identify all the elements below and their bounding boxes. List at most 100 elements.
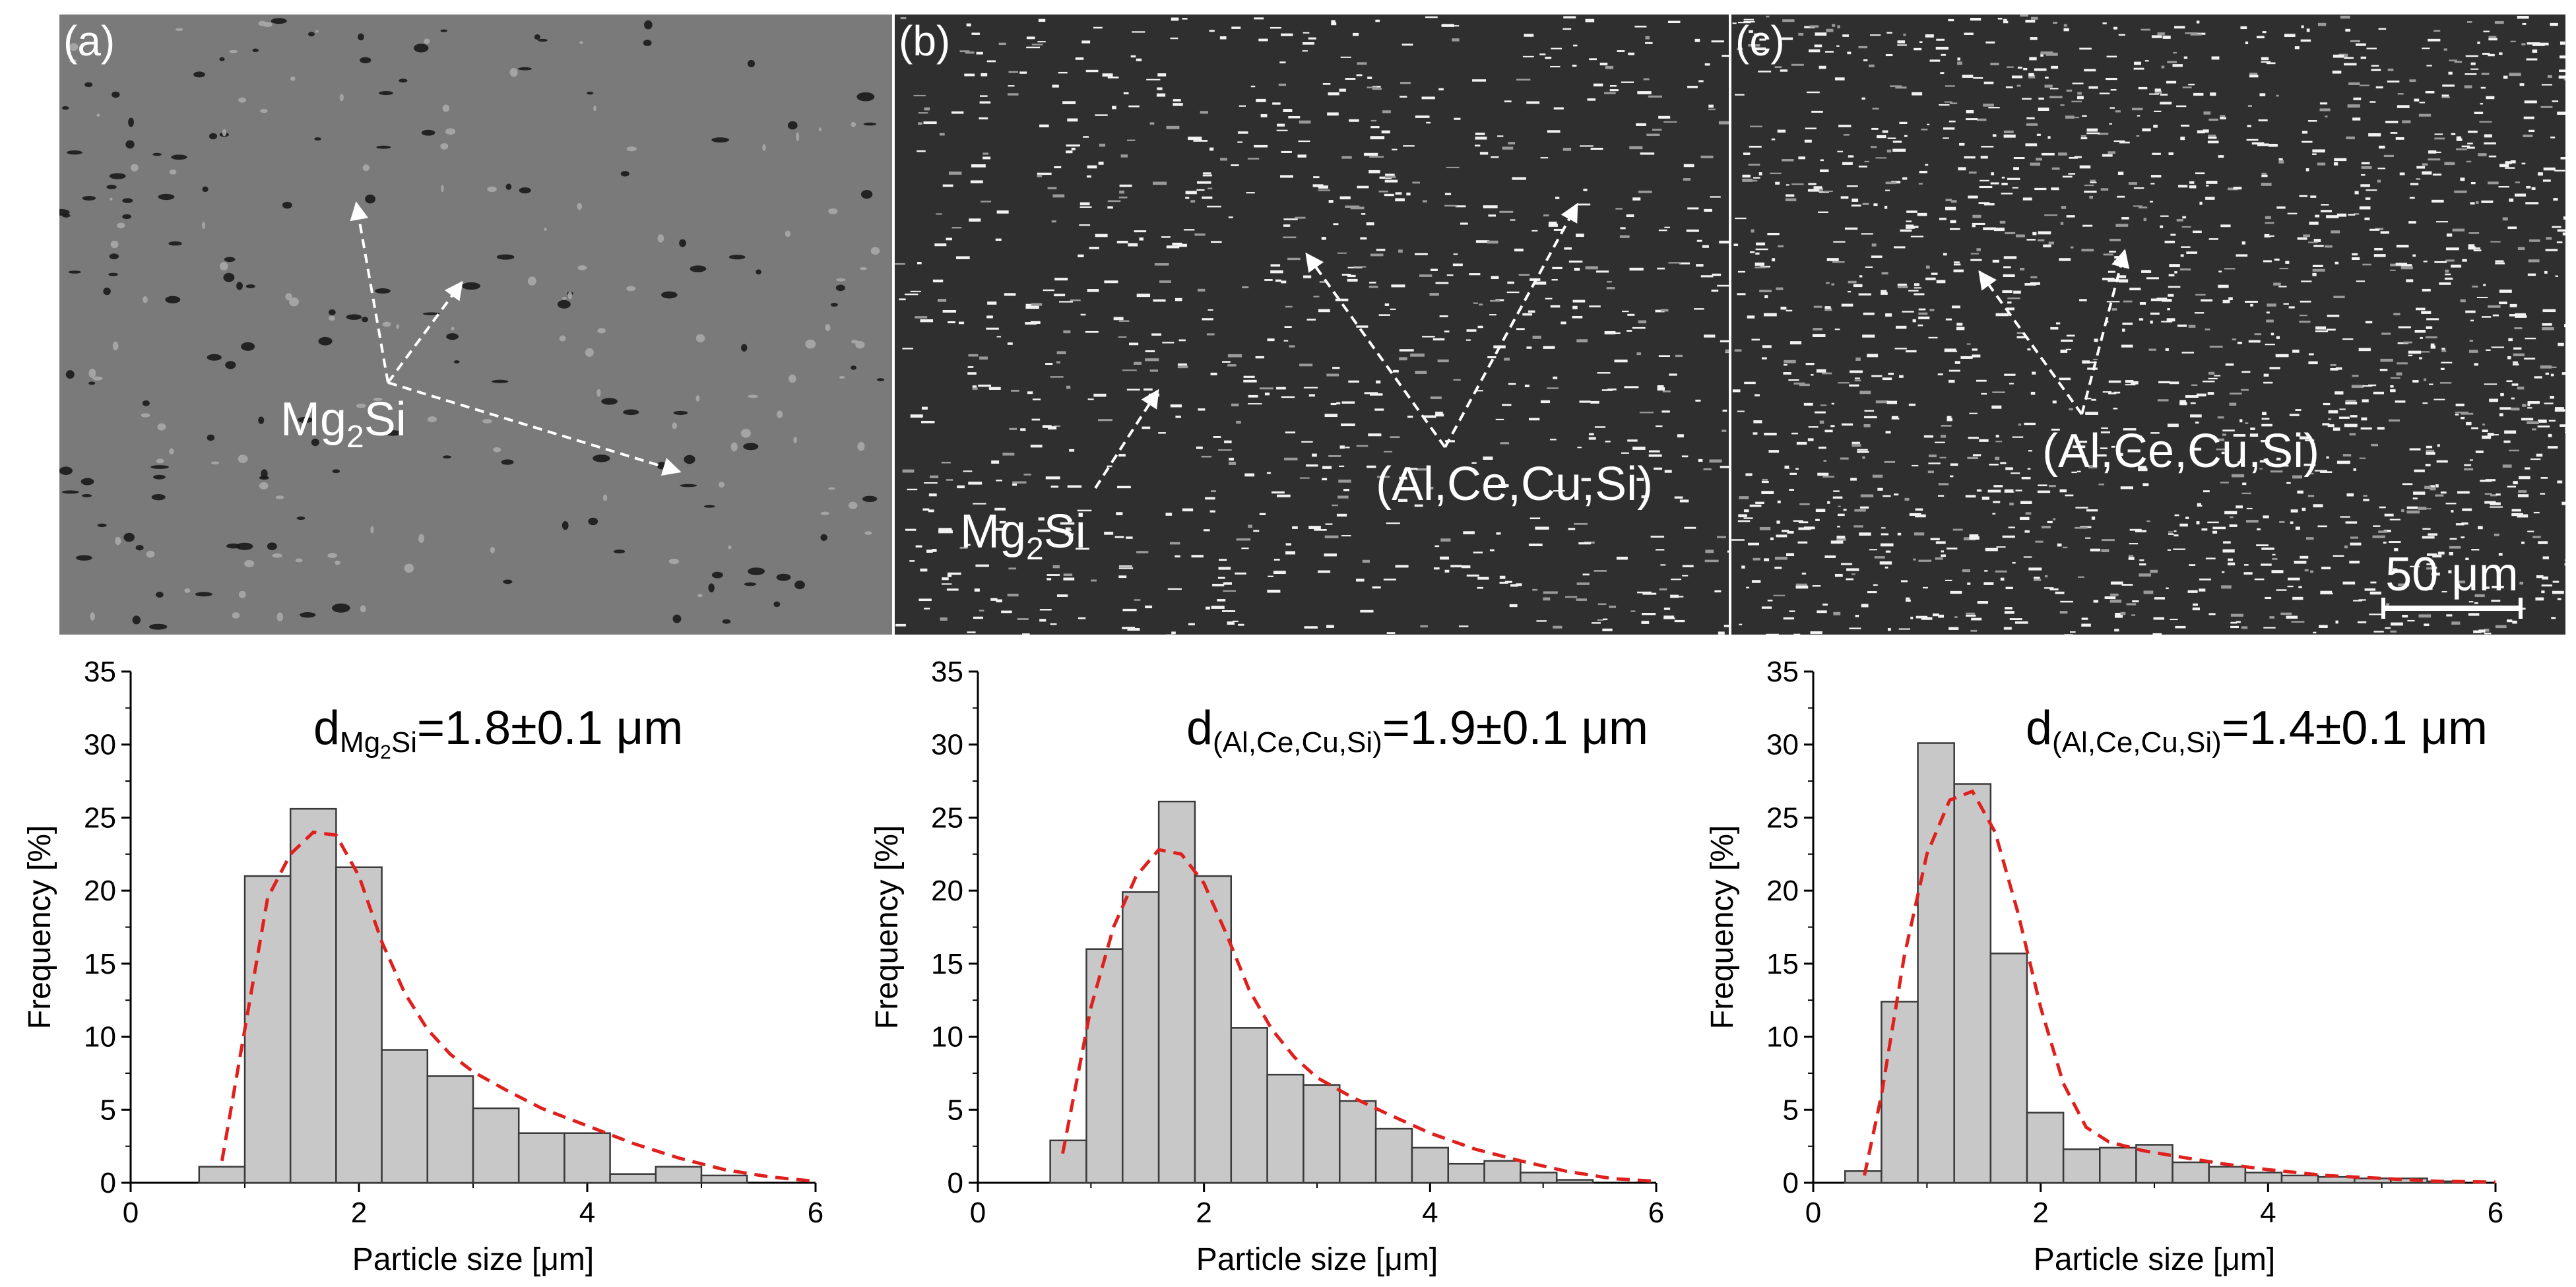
particle bbox=[1367, 465, 1376, 468]
particle bbox=[1202, 196, 1213, 199]
particle bbox=[2499, 407, 2511, 410]
particle bbox=[1185, 197, 1190, 199]
particle bbox=[1939, 456, 1947, 458]
particle bbox=[2249, 433, 2259, 437]
particle bbox=[1227, 354, 1242, 358]
particle bbox=[2484, 629, 2490, 632]
particle bbox=[2390, 377, 2400, 379]
particle bbox=[1855, 614, 1859, 617]
particle bbox=[1253, 530, 1260, 532]
particle bbox=[1720, 340, 1729, 342]
particle bbox=[2390, 132, 2398, 134]
particle bbox=[1755, 248, 1768, 251]
particle bbox=[773, 601, 781, 608]
particle bbox=[932, 279, 944, 283]
particle bbox=[1281, 150, 1292, 153]
particle bbox=[2011, 75, 2023, 78]
particle bbox=[1545, 298, 1553, 299]
particle bbox=[2174, 514, 2179, 517]
particle bbox=[1816, 369, 1826, 373]
particle bbox=[1770, 172, 1782, 175]
particle bbox=[1749, 145, 1762, 148]
particle bbox=[2027, 468, 2031, 470]
particle bbox=[1066, 385, 1071, 389]
particle bbox=[1995, 456, 2000, 460]
particle bbox=[2368, 133, 2381, 137]
particle bbox=[2313, 504, 2323, 508]
particle bbox=[1228, 216, 1233, 218]
particle bbox=[2396, 372, 2402, 376]
particle bbox=[2426, 449, 2435, 453]
particle bbox=[1882, 130, 1888, 133]
particle bbox=[2346, 493, 2354, 497]
particle bbox=[1324, 414, 1338, 418]
particle bbox=[2446, 247, 2459, 251]
particle bbox=[1372, 88, 1382, 90]
particle bbox=[1668, 262, 1681, 264]
particle bbox=[2055, 591, 2065, 594]
particle bbox=[2470, 62, 2476, 65]
particle bbox=[1910, 616, 1914, 619]
particle bbox=[2369, 613, 2382, 615]
particle bbox=[1453, 379, 1461, 381]
particle bbox=[2241, 389, 2249, 391]
particle bbox=[2004, 611, 2014, 614]
particle bbox=[2074, 156, 2082, 158]
particle bbox=[1858, 293, 1871, 296]
particle bbox=[1227, 621, 1235, 625]
particle bbox=[1299, 120, 1311, 124]
particle bbox=[2060, 222, 2064, 225]
particle bbox=[2424, 623, 2430, 626]
particle bbox=[1872, 474, 1883, 478]
particle bbox=[1031, 418, 1041, 421]
particle bbox=[1791, 432, 1798, 435]
particle bbox=[210, 461, 220, 465]
particle bbox=[1132, 31, 1145, 33]
particle bbox=[1888, 373, 1894, 375]
particle bbox=[1663, 615, 1675, 619]
particle bbox=[1303, 387, 1318, 389]
particle bbox=[2090, 548, 2101, 551]
particle bbox=[2422, 402, 2428, 404]
particle bbox=[1136, 294, 1150, 298]
particle bbox=[1873, 584, 1878, 586]
y-axis-label: Frequency [%] bbox=[1705, 825, 1740, 1029]
particle bbox=[2389, 419, 2400, 422]
particle bbox=[2276, 206, 2286, 209]
particle bbox=[915, 545, 922, 548]
particle bbox=[2199, 201, 2203, 205]
particle bbox=[946, 479, 953, 481]
particle bbox=[2290, 509, 2298, 513]
particle bbox=[1978, 202, 1990, 204]
particle bbox=[1995, 441, 2003, 443]
particle bbox=[2012, 436, 2024, 438]
particle bbox=[1369, 156, 1384, 158]
histogram-bar bbox=[1483, 1160, 1522, 1184]
particle bbox=[2030, 162, 2041, 166]
particle bbox=[1386, 522, 1400, 524]
particle bbox=[1897, 44, 1908, 46]
particle bbox=[2139, 437, 2144, 440]
particle bbox=[1398, 249, 1403, 253]
particle bbox=[141, 413, 150, 418]
particle bbox=[2406, 510, 2420, 514]
particle bbox=[1422, 336, 1435, 338]
particle bbox=[2419, 351, 2430, 353]
particle bbox=[2205, 329, 2210, 330]
particle bbox=[1783, 617, 1795, 620]
particle bbox=[1012, 481, 1027, 484]
particle bbox=[2102, 539, 2115, 542]
particle bbox=[2233, 433, 2246, 437]
particle bbox=[1696, 239, 1702, 242]
particle bbox=[1837, 525, 1840, 528]
particle bbox=[1759, 38, 1766, 41]
particle bbox=[2412, 254, 2416, 257]
particle bbox=[2264, 234, 2270, 237]
particle bbox=[1378, 314, 1390, 316]
particle bbox=[383, 430, 402, 436]
particle bbox=[2509, 303, 2517, 307]
particle bbox=[1384, 303, 1390, 306]
particle bbox=[2230, 625, 2239, 629]
particle bbox=[2192, 607, 2200, 611]
particle bbox=[490, 546, 495, 553]
